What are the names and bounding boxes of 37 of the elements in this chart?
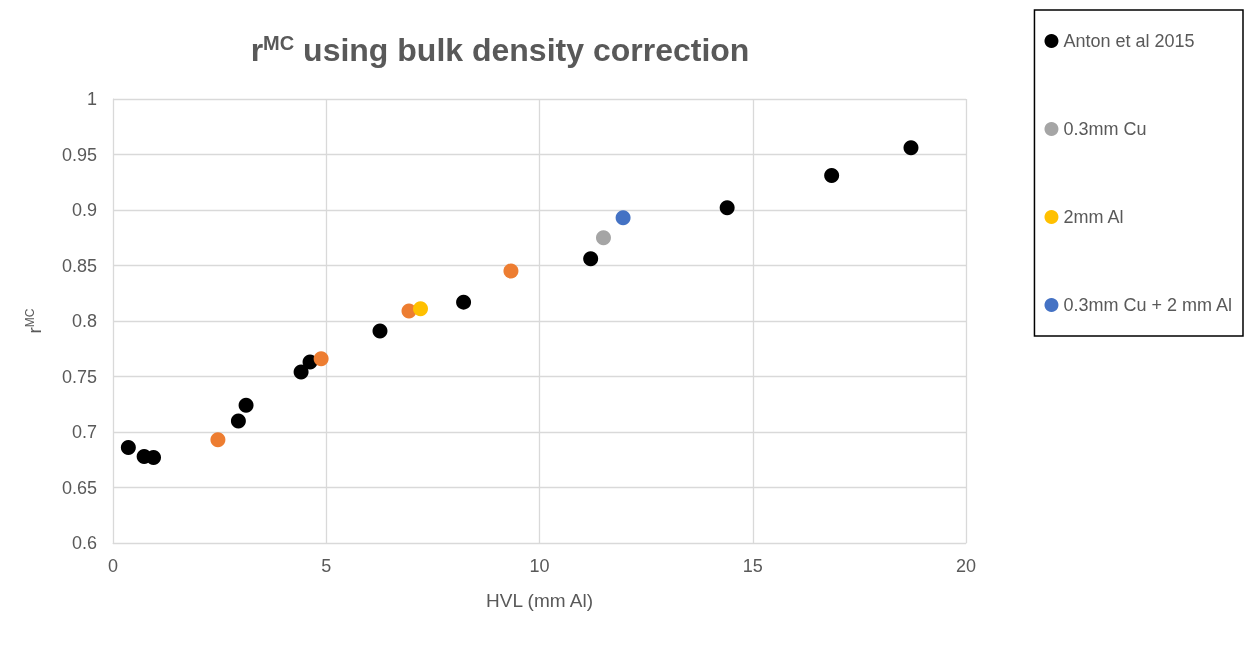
point [456, 294, 472, 310]
point [903, 140, 919, 156]
point [293, 364, 309, 380]
y-tick-label: 1 [86, 89, 97, 109]
legend-label: 2mm Al [1063, 207, 1124, 227]
legend-label: 0.3mm Cu [1063, 119, 1147, 139]
y-tick-label: 0.95 [61, 144, 97, 165]
y-tick-label: 0.9 [71, 200, 97, 220]
y-tick-label: 0.6 [71, 533, 97, 553]
y-axis-title: rMC [23, 308, 45, 334]
y-tick-label: 0.75 [61, 366, 97, 387]
legend-label: Anton et al 2015 [1063, 31, 1195, 51]
point [313, 351, 329, 367]
y-tick-label: 0.8 [71, 311, 97, 331]
x-tick-label: 5 [321, 556, 332, 576]
point [210, 432, 226, 448]
y-tick-label: 0.7 [71, 422, 97, 442]
x-axis-title: HVL (mm Al) [486, 590, 593, 611]
point [583, 251, 599, 267]
point [824, 168, 840, 184]
x-tick-label: 15 [742, 556, 763, 576]
y-tick-label: 0.65 [61, 477, 97, 498]
point [146, 450, 162, 466]
x-tick-label: 10 [529, 556, 550, 576]
point [230, 413, 246, 429]
point [372, 323, 388, 339]
point [238, 397, 254, 413]
y-tick-label: 0.85 [61, 255, 97, 276]
point [503, 263, 519, 279]
point [413, 301, 429, 317]
point [719, 200, 735, 216]
legend-label: 0.3mm Cu + 2 mm Al [1063, 295, 1233, 315]
point [120, 440, 136, 456]
point [595, 230, 611, 246]
point [615, 210, 631, 226]
x-tick-label: 20 [955, 556, 977, 576]
x-tick-label: 0 [107, 556, 119, 576]
